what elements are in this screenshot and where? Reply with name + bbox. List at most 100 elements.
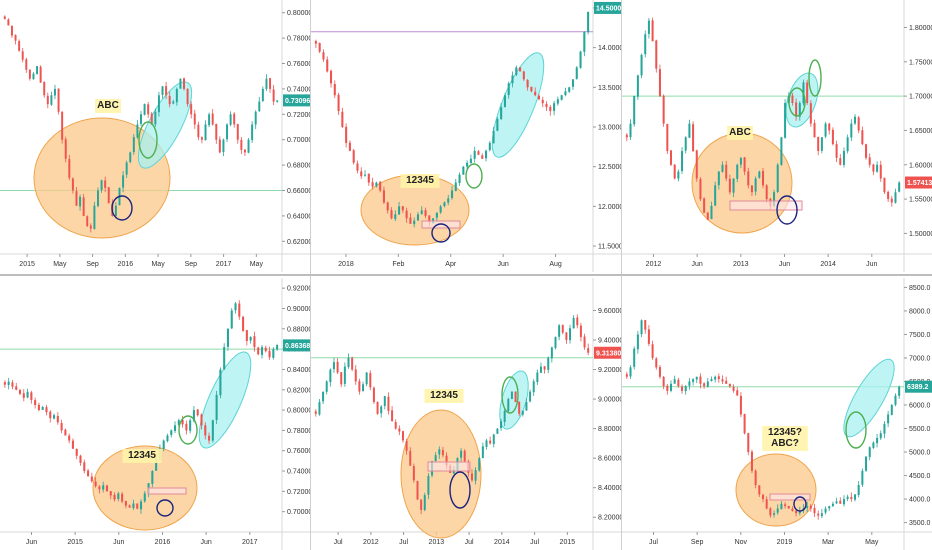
y-tick-label: 14.00000 [598, 45, 621, 52]
candle-body [260, 347, 264, 355]
bottom-circle [111, 195, 133, 221]
candle-body [390, 210, 393, 219]
candle-body [380, 406, 383, 414]
candle-body [189, 420, 192, 431]
candle-body [651, 344, 654, 358]
candle-body [223, 347, 226, 370]
annotation-label: 12345? [768, 427, 802, 438]
candle-body [890, 405, 893, 415]
candle-body [629, 123, 632, 138]
candle-body [478, 458, 481, 471]
candle-body [175, 88, 178, 103]
candle-body [240, 139, 243, 150]
candle-body [717, 171, 720, 186]
candle-body [441, 449, 444, 456]
candle-body [861, 470, 864, 485]
candle-body [839, 500, 842, 504]
y-tick-label: 9.60000 [598, 308, 621, 315]
candle-body [233, 113, 236, 125]
candle-body [200, 137, 203, 140]
candle-body [272, 349, 275, 358]
impulse-ellipse [843, 358, 895, 438]
candle-body [776, 164, 779, 192]
candle-body [488, 142, 491, 151]
candle-body [492, 130, 495, 144]
candle-body [53, 415, 56, 419]
candle-body [234, 303, 237, 311]
candle-body [463, 450, 466, 462]
y-tick-label: 8000.0 [909, 308, 931, 315]
candle-body [564, 91, 567, 96]
candle-body [211, 420, 214, 441]
chart-panel-3[interactable]: 1.80000 1.75000 1.70000 1.65000 1.60000 1.550… [622, 0, 932, 272]
candle-body [576, 317, 579, 326]
candle-body [725, 380, 728, 384]
x-tick-label: Sep [185, 261, 198, 268]
y-tick-label: 0.62000 [287, 239, 310, 246]
candle-body [200, 414, 203, 426]
y-tick-label: 7000.0 [909, 355, 931, 362]
x-tick-label: 2018 [338, 261, 354, 268]
candle-body [434, 455, 437, 461]
candle-body [90, 476, 93, 482]
chart-panel-1[interactable]: 0.80000 0.78000 0.76000 0.74000 0.72000 0.700… [0, 0, 310, 272]
last-price-tag [905, 380, 932, 393]
candle-body [798, 510, 801, 514]
candle-body [824, 508, 827, 513]
y-tick-label: 4500.0 [909, 473, 931, 480]
candle-body [739, 395, 742, 415]
candle-body [424, 210, 427, 216]
candle-body [876, 437, 879, 444]
chart-panel-6[interactable]: 8500.08000.07500.07000.06500.06000.05500… [622, 278, 932, 550]
impulse-ellipse [491, 52, 545, 158]
candle-body [865, 144, 868, 158]
candle-body [765, 185, 768, 200]
consolidation-ellipse [735, 453, 817, 527]
y-tick-label: 8.40000 [598, 485, 621, 492]
candle-body [276, 100, 279, 102]
last-price-label: 14.50000 [596, 5, 621, 12]
candle-body [18, 41, 21, 51]
candle-body [525, 402, 528, 411]
x-tick-label: Sep [86, 261, 99, 268]
y-tick-label: 0.74000 [287, 469, 310, 476]
candle-body [633, 96, 636, 125]
candle-body [640, 54, 643, 76]
candle-body [647, 20, 650, 34]
candle-body [50, 95, 53, 105]
candle-body [172, 101, 175, 104]
candle-body [736, 164, 739, 179]
candle-body [154, 111, 157, 125]
candle-body [64, 139, 67, 159]
chart-panel-2[interactable]: 14.50000 14.00000 13.50000 13.00000 12.50000… [311, 0, 621, 272]
candle-body [94, 481, 97, 487]
y-tick-label: 0.90000 [287, 306, 310, 313]
candle-body [876, 164, 879, 172]
candle-body [850, 496, 853, 500]
candle-body [254, 111, 257, 125]
candle-body [10, 25, 13, 36]
candle-body [100, 180, 103, 191]
candle-body [56, 415, 59, 423]
candle-body [887, 191, 890, 200]
x-tick-label: 2019 [777, 539, 793, 546]
candle-body [640, 320, 643, 335]
candle-body [831, 129, 834, 145]
candle-body [806, 82, 809, 103]
candle-body [412, 466, 415, 481]
candle-body [60, 423, 63, 431]
candle-body [879, 164, 882, 179]
chart-panel-4[interactable]: 0.920000.900000.880000.860000.840000.820… [0, 278, 310, 550]
y-tick-label: 0.78000 [287, 36, 310, 43]
candle-body [168, 95, 171, 105]
candle-body [572, 317, 575, 329]
chart-panel-5[interactable]: 9.60000 9.40000 9.20000 9.00000 8.80000 8.600… [311, 278, 621, 550]
candle-body [179, 78, 182, 89]
candle-body [754, 470, 757, 485]
candle-body [445, 455, 448, 466]
candle-body [102, 485, 105, 490]
candle-body [651, 20, 654, 42]
candle-body [850, 123, 853, 138]
candle-body [49, 411, 52, 419]
candle-body [857, 484, 860, 495]
